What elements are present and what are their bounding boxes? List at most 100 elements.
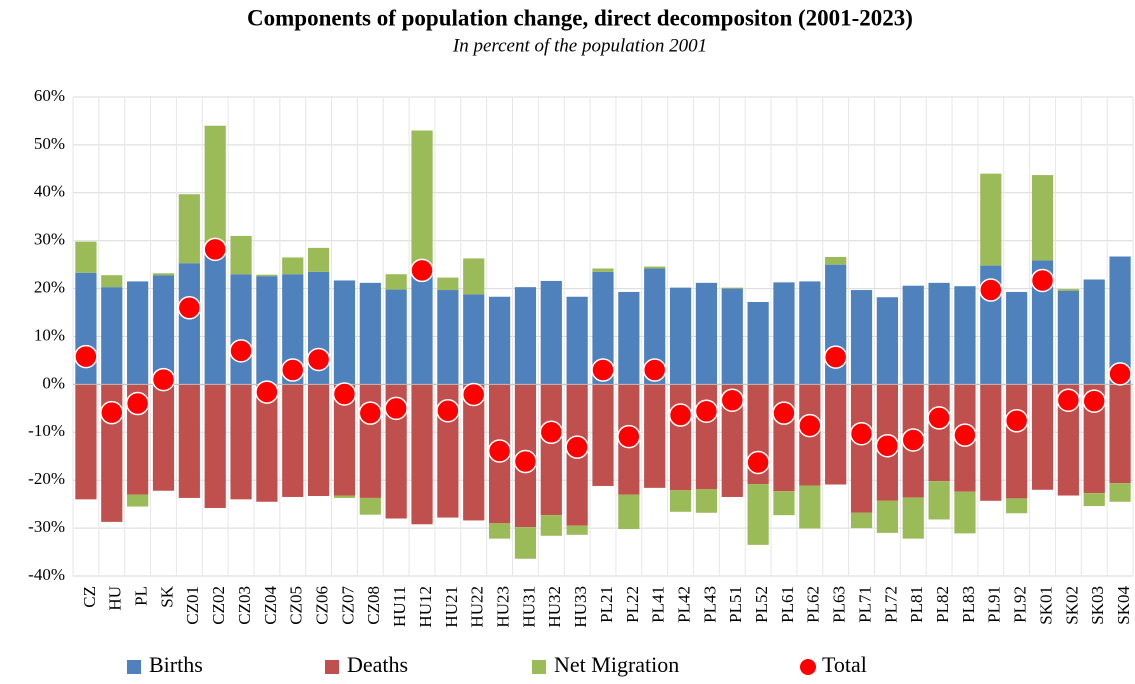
deaths-bar (204, 384, 226, 508)
chart-title: Components of population change, direct … (247, 5, 913, 30)
migration-bar (566, 525, 588, 535)
total-marker (1108, 362, 1132, 386)
x-tick-label: HU12 (416, 586, 435, 628)
legend-label: Births (149, 652, 203, 677)
total-marker (668, 403, 693, 427)
migration-bar (308, 247, 330, 272)
total-marker (953, 423, 977, 447)
total-marker (487, 439, 512, 463)
migration-bar (618, 494, 640, 530)
total-marker (539, 420, 564, 445)
births-bar (488, 296, 511, 385)
deaths-bar (308, 384, 330, 497)
migration-bar (747, 484, 769, 545)
births-bar (256, 276, 278, 385)
births-bar (669, 287, 692, 385)
x-tick-label: SK02 (1062, 586, 1081, 625)
total-marker (720, 388, 745, 412)
x-tick-label: PL82 (933, 586, 952, 623)
deaths-bar (463, 384, 485, 521)
total-marker (461, 382, 486, 407)
migration-bar (540, 515, 562, 536)
migration-bar (463, 258, 485, 295)
births-bar (618, 291, 640, 385)
legend-marker (325, 660, 339, 674)
legend-label: Total (822, 652, 867, 677)
total-marker (798, 413, 822, 438)
total-marker (203, 237, 227, 262)
births-bar (644, 268, 666, 385)
x-tick-label: PL22 (623, 586, 642, 623)
migration-bar (1057, 289, 1079, 291)
births-bar (514, 287, 537, 385)
migration-bar (980, 173, 1002, 266)
migration-bar (359, 497, 381, 515)
births-bar (1109, 256, 1131, 385)
deaths-bar (230, 384, 252, 500)
births-bar (282, 274, 304, 385)
total-marker (901, 428, 925, 452)
total-marker (358, 401, 383, 425)
total-marker (410, 258, 434, 283)
x-tick-label: PL81 (907, 586, 926, 623)
migration-bar (1031, 175, 1054, 261)
deaths-bar (1006, 384, 1028, 499)
total-marker (875, 433, 900, 458)
births-bar (359, 282, 381, 385)
migration-bar (230, 235, 252, 275)
births-bar (721, 288, 743, 385)
deaths-bar (721, 384, 743, 497)
migration-bar (204, 125, 226, 251)
total-marker (332, 382, 357, 406)
deaths-bar (850, 384, 873, 513)
deaths-bar (644, 384, 666, 488)
y-tick-label: 20% (34, 278, 65, 297)
deaths-bar (1057, 384, 1079, 496)
legend-marker (800, 659, 816, 675)
x-tick-label: PL21 (597, 586, 616, 623)
deaths-bar (1109, 384, 1131, 484)
legend-label: Net Migration (554, 652, 679, 677)
x-tick-label: HU21 (442, 586, 461, 628)
births-bar (101, 287, 123, 385)
x-tick-label: PL42 (674, 586, 693, 623)
total-marker (281, 358, 305, 382)
births-bar (152, 275, 175, 385)
y-tick-label: 50% (34, 134, 65, 153)
migration-bar (437, 277, 459, 291)
total-marker (772, 401, 796, 425)
total-marker (436, 398, 460, 423)
migration-bar (876, 500, 898, 533)
deaths-bar (282, 384, 304, 497)
births-bar (902, 285, 924, 385)
total-marker (591, 358, 615, 382)
x-tick-label: PL92 (1011, 586, 1030, 623)
chart-subtitle: In percent of the population 2001 (452, 35, 707, 56)
total-marker (849, 421, 874, 446)
total-marker (979, 278, 1003, 302)
x-tick-label: CZ03 (235, 586, 254, 625)
x-tick-label: CZ01 (183, 586, 202, 625)
migration-bar (385, 274, 407, 290)
births-bar (876, 297, 898, 385)
deaths-bar (773, 384, 795, 492)
total-marker (565, 435, 589, 459)
x-tick-label: CZ04 (261, 586, 280, 625)
y-tick-label: -20% (28, 469, 65, 488)
total-marker (694, 399, 719, 423)
deaths-bar (592, 384, 614, 486)
deaths-bar (825, 384, 847, 485)
total-marker (642, 358, 667, 382)
migration-bar (411, 130, 433, 270)
deaths-bar (333, 384, 356, 496)
births-bar (954, 286, 976, 385)
x-tick-label: CZ06 (313, 586, 332, 625)
x-tick-label: CZ02 (209, 586, 228, 625)
births-bar (1031, 260, 1054, 385)
migration-bar (75, 241, 97, 273)
migration-bar (954, 491, 976, 534)
migration-bar (101, 275, 123, 288)
x-tick-label: PL63 (830, 586, 849, 623)
deaths-bar (1031, 384, 1054, 490)
